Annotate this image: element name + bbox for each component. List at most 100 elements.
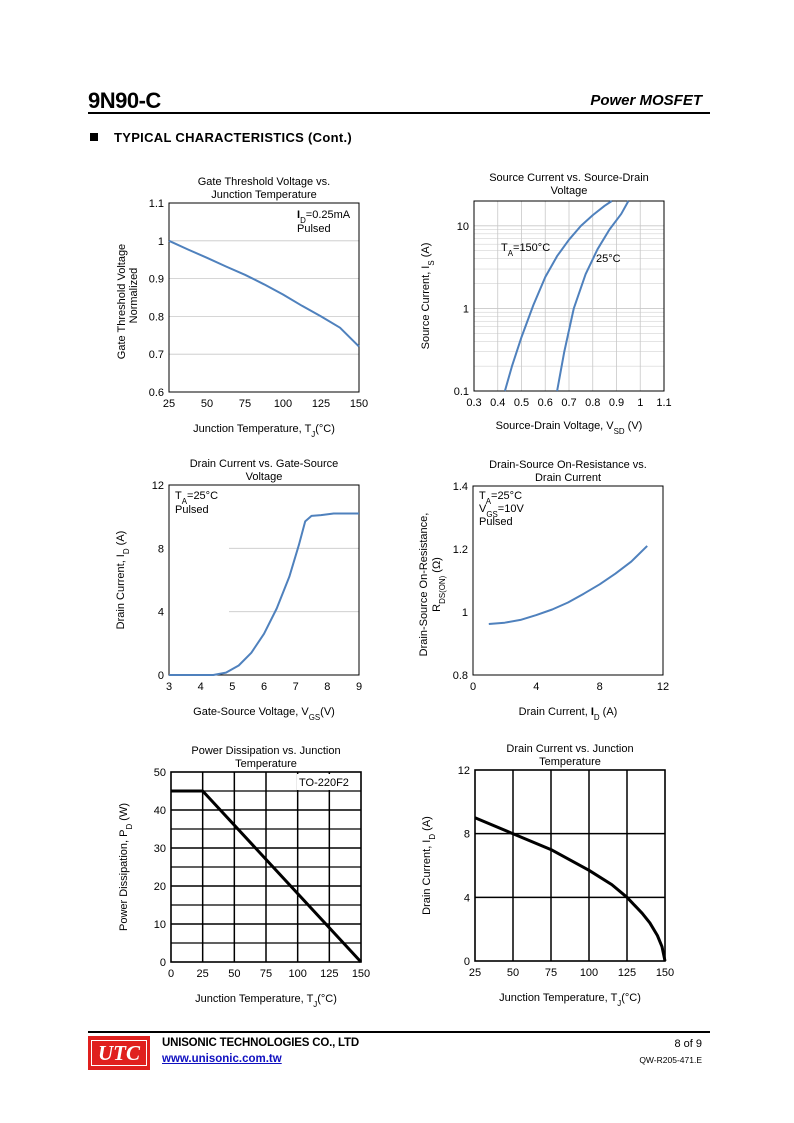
y-tick-label-part: 1 xyxy=(463,303,469,315)
x-axis-label-part: Junction Temperature, T xyxy=(499,992,617,1004)
y-tick-label: 0.8 xyxy=(149,311,164,323)
y-tick-label: 1.4 xyxy=(453,481,468,493)
y-tick-label-part: 1.2 xyxy=(453,544,468,556)
device-type: Power MOSFET xyxy=(590,92,702,109)
x-tick-label: 8 xyxy=(597,681,603,693)
x-tick-label-part: 0.4 xyxy=(490,397,505,409)
chart-c4: 0 4 8 12 0.8 1 1.2 1.4 Drain-Source On-Resistanc… xyxy=(418,459,669,722)
y-tick-label-part: 1.1 xyxy=(149,198,164,210)
chart-title-part: Drain-Source On-Resistance vs. xyxy=(489,459,647,471)
x-axis-label-part: D xyxy=(594,713,600,722)
x-tick-label-part: 8 xyxy=(324,681,330,693)
y-tick-label-part: 1 xyxy=(462,607,468,619)
y-tick-label: 10 xyxy=(154,919,166,931)
y-tick-label: 8 xyxy=(464,829,470,841)
series-label: 25°C xyxy=(596,253,621,265)
x-tick-label-part: 25 xyxy=(197,968,209,980)
x-tick-label: 5 xyxy=(229,681,235,693)
y-tick-label: 1.1 xyxy=(149,198,164,210)
x-axis-label-part: Gate-Source Voltage, V xyxy=(193,706,309,718)
x-tick-label: 100 xyxy=(288,968,306,980)
annotation-part: =0.25mA xyxy=(306,209,351,221)
company-name: UNISONIC TECHNOLOGIES CO., LTD xyxy=(162,1037,359,1049)
x-axis-label-part: J xyxy=(617,999,621,1008)
x-tick-label-part: 0.3 xyxy=(466,397,481,409)
x-tick-label-part: 150 xyxy=(352,968,370,980)
annotation-part: Pulsed xyxy=(479,516,513,528)
x-tick-label: 6 xyxy=(261,681,267,693)
utc-logo: UTC xyxy=(88,1036,150,1070)
y-axis-label: Source Current, IS (A) xyxy=(420,243,436,350)
x-tick-label: 50 xyxy=(201,398,213,410)
y-axis-label-part: DS(ON) xyxy=(438,575,447,603)
y-axis-label-part: D xyxy=(122,548,131,554)
y-tick-label: 50 xyxy=(154,767,166,779)
x-tick-label-part: 0 xyxy=(168,968,174,980)
y-tick-label: 1.2 xyxy=(453,544,468,556)
plot-frame xyxy=(168,202,360,393)
x-tick-label: 100 xyxy=(580,967,598,979)
x-tick-label-part: 75 xyxy=(545,967,557,979)
y-axis-label-part: Normalized xyxy=(128,268,140,324)
y-tick-label: 12 xyxy=(152,480,164,492)
x-axis-label-part: Junction Temperature, T xyxy=(195,993,313,1005)
x-axis-label-part: SD xyxy=(614,427,625,436)
y-tick-label-part: 0 xyxy=(464,956,470,968)
plot-frame xyxy=(473,200,665,392)
x-tick-label: 50 xyxy=(228,968,240,980)
company-url[interactable]: www.unisonic.com.tw xyxy=(162,1053,282,1065)
x-tick-label-part: 5 xyxy=(229,681,235,693)
y-axis-label-part: R xyxy=(431,604,443,612)
series-line xyxy=(171,789,363,964)
annotation-part: =25°C xyxy=(187,490,218,502)
x-tick-label: 75 xyxy=(260,968,272,980)
x-tick-label-part: 25 xyxy=(469,967,481,979)
chart-c1: 25 50 75 100 125 150 0.6 0.7 0.8 0.9 1 1.1 Gate Thre… xyxy=(116,176,368,439)
x-axis-label: Junction Temperature, TJ(°C) xyxy=(193,423,335,439)
x-tick-label: 150 xyxy=(352,968,370,980)
x-tick-label-part: 0.8 xyxy=(585,397,600,409)
annotation: TA=25°C xyxy=(479,490,522,506)
x-axis-label-part: (°C) xyxy=(317,993,337,1005)
series-label: TA=150°C xyxy=(501,242,550,258)
y-tick-label-part: 8 xyxy=(464,829,470,841)
x-tick-label-part: 12 xyxy=(657,681,669,693)
x-tick-label-part: 0.9 xyxy=(609,397,624,409)
chart-c2: 0.3 0.4 0.5 0.6 0.7 0.8 0.9 1 1.1 0.1 1 10 Source Cu… xyxy=(420,172,672,436)
annotation-part: =10V xyxy=(498,503,525,515)
chart-title: Temperature xyxy=(235,758,297,770)
x-tick-label: 3 xyxy=(166,681,172,693)
x-axis-label-part: Source-Drain Voltage, V xyxy=(496,420,615,432)
chart-title: Gate Threshold Voltage vs. xyxy=(198,176,331,188)
chart-title-part: Drain Current vs. Junction xyxy=(506,743,633,755)
annotation-part: A xyxy=(182,497,188,506)
x-tick-label: 0.6 xyxy=(538,397,553,409)
x-tick-label-part: 150 xyxy=(656,967,674,979)
annotation-part: Pulsed xyxy=(297,223,331,235)
y-tick-label: 1 xyxy=(158,236,164,248)
annotation-part: D xyxy=(300,216,306,225)
series-line xyxy=(168,239,360,348)
x-tick-label: 1.1 xyxy=(656,397,671,409)
x-tick-label: 0.3 xyxy=(466,397,481,409)
chart-title-part: Junction Temperature xyxy=(211,189,317,201)
x-tick-label: 125 xyxy=(320,968,338,980)
x-tick-label-part: 3 xyxy=(166,681,172,693)
y-axis-label: Power Dissipation, PD (W) xyxy=(118,803,134,931)
annotation: Pulsed xyxy=(175,504,209,516)
x-tick-label: 50 xyxy=(507,967,519,979)
x-tick-label-part: 0.5 xyxy=(514,397,529,409)
x-axis-label-part: Junction Temperature, T xyxy=(193,423,311,435)
y-axis-label: Normalized xyxy=(128,268,140,324)
y-tick-label-part: 40 xyxy=(154,805,166,817)
footer-rule xyxy=(88,1031,710,1033)
y-tick-label: 4 xyxy=(464,892,470,904)
x-tick-label: 0.8 xyxy=(585,397,600,409)
y-axis-label-part: Drain-Source On-Resistance, xyxy=(418,513,430,657)
annotation: TA=25°C xyxy=(175,490,218,506)
x-tick-label-part: 100 xyxy=(288,968,306,980)
x-tick-label: 4 xyxy=(198,681,204,693)
x-tick-label: 7 xyxy=(293,681,299,693)
chart-title: Power Dissipation vs. Junction xyxy=(191,745,340,757)
x-tick-label-part: 0.7 xyxy=(561,397,576,409)
